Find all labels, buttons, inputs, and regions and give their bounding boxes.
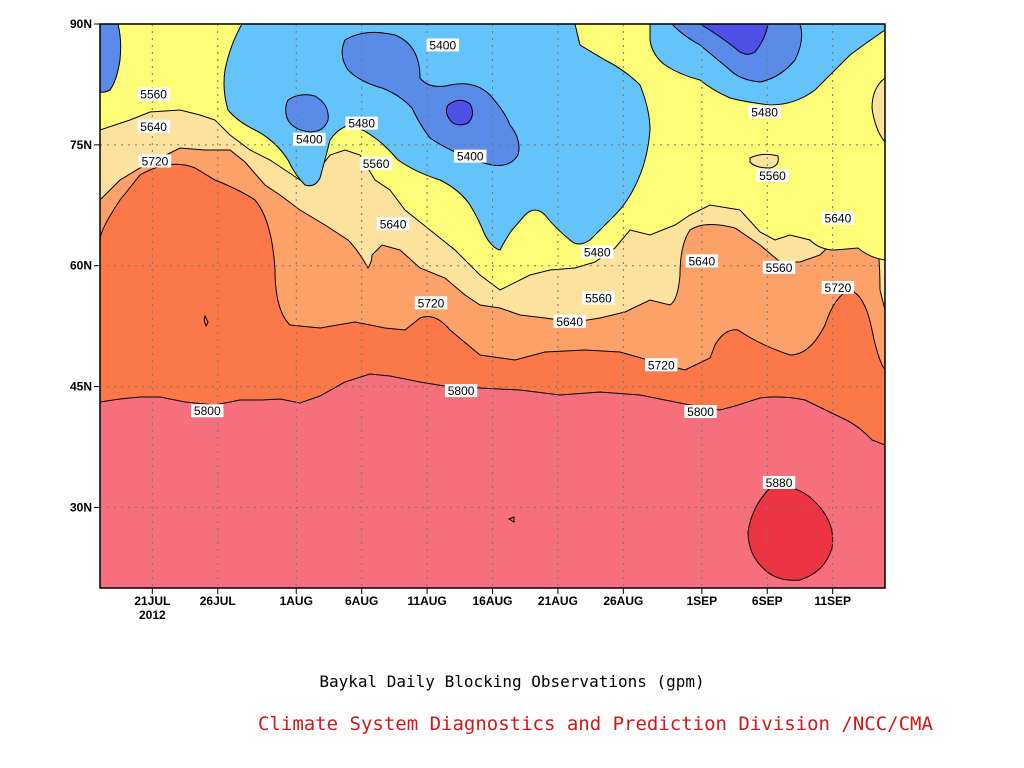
x-tick-label: 26JUL — [200, 594, 236, 608]
contour-label: 5800 — [194, 404, 221, 418]
y-tick-label: 75N — [70, 138, 92, 152]
contour-label-bg — [645, 358, 678, 372]
contour-tiny-mark-a — [203, 314, 209, 328]
contour-label: 5720 — [825, 281, 852, 295]
y-tick-label: 45N — [70, 380, 92, 394]
band-below-5400-north — [671, 24, 803, 83]
contour-label: 5800 — [687, 405, 714, 419]
y-tick-label: 90N — [70, 17, 92, 31]
contour-label-bg — [821, 280, 855, 294]
contour-label-bg — [821, 211, 855, 225]
chart-credit: Climate System Diagnostics and Predictio… — [258, 713, 933, 735]
contour-label-bg — [293, 132, 326, 146]
contour-label: 5640 — [556, 315, 583, 329]
contour-label: 5640 — [688, 254, 715, 268]
contour-label: 5800 — [448, 384, 475, 398]
contour-label: 5560 — [759, 169, 786, 183]
y-axis: 90N 75N 60N 45N 30N — [70, 17, 100, 514]
band-deep-low — [699, 24, 769, 55]
contour-label-bg — [685, 254, 719, 268]
contour-label: 5560 — [363, 157, 390, 171]
contour-label: 5640 — [380, 217, 407, 231]
contour-label: 5720 — [418, 296, 445, 310]
contour-label-bg — [756, 168, 789, 182]
contour-label: 5560 — [766, 261, 793, 275]
band-5560-east-edge — [871, 77, 885, 143]
band-deep-low-small — [445, 99, 474, 126]
x-tick-label: 6AUG — [345, 594, 378, 608]
x-tick-label: 16AUG — [472, 594, 512, 608]
x-tick-label: 26AUG — [603, 594, 643, 608]
contour-label: 5640 — [140, 120, 167, 134]
contour-label: 5400 — [429, 38, 456, 52]
contour-label-bg — [553, 314, 586, 328]
contour-tiny-mark-b — [507, 516, 515, 523]
x-tick-label: 1AUG — [280, 594, 313, 608]
contour-label-bg — [762, 260, 796, 274]
chart-title: Baykal Daily Blocking Observations (gpm) — [319, 672, 705, 691]
x-tick-label: 11SEP — [814, 594, 851, 608]
x-tick-label: 1SEP — [686, 594, 717, 608]
contour-label-bg — [137, 119, 170, 133]
contour-label-bg — [580, 245, 614, 259]
band-below-5400-b — [341, 31, 520, 166]
contour-label: 5400 — [296, 133, 323, 147]
contour-label-bg — [454, 149, 487, 163]
band-above-5880 — [747, 485, 834, 581]
contour-label-bg — [762, 475, 796, 489]
contour-label-bg — [414, 296, 448, 310]
contour-label-bg — [444, 384, 478, 398]
contour-label: 5480 — [348, 117, 375, 131]
contour-label: 5640 — [825, 212, 852, 226]
grid-lines — [100, 24, 885, 588]
contour-label-bg — [684, 405, 717, 419]
y-tick-label: 60N — [70, 259, 92, 273]
contour-label: 5480 — [751, 105, 778, 119]
contour-label-bg — [426, 38, 459, 52]
contour-label: 5560 — [585, 291, 612, 305]
contour-label: 5720 — [142, 154, 169, 168]
contour-label-bg — [376, 217, 410, 231]
contour-label: 5720 — [648, 358, 675, 372]
y-tick-label: 30N — [70, 500, 92, 514]
contour-label: 5560 — [140, 88, 167, 102]
contour-label: 5480 — [584, 246, 611, 260]
contour-label-bg — [191, 404, 224, 418]
contour-label: 5400 — [457, 150, 484, 164]
contour-label: 5880 — [766, 476, 793, 490]
x-tick-label: 21AUG — [538, 594, 578, 608]
x-tick-sublabel: 2012 — [139, 608, 166, 622]
contour-label-bg — [345, 116, 378, 130]
contour-label-bg — [138, 154, 172, 168]
contour-label-bg — [359, 156, 393, 170]
contour-labels: 5560564057205800540054805560564057205800… — [137, 38, 855, 490]
band-5560-small-island — [749, 153, 779, 169]
x-tick-label: 6SEP — [752, 594, 783, 608]
contour-label-bg — [582, 291, 615, 305]
x-tick-label: 11AUG — [407, 594, 446, 608]
contour-label-bg — [137, 87, 170, 101]
band-below-5400-west — [100, 24, 122, 93]
x-tick-label: 21JUL — [134, 594, 170, 608]
contour-label-bg — [748, 105, 781, 119]
